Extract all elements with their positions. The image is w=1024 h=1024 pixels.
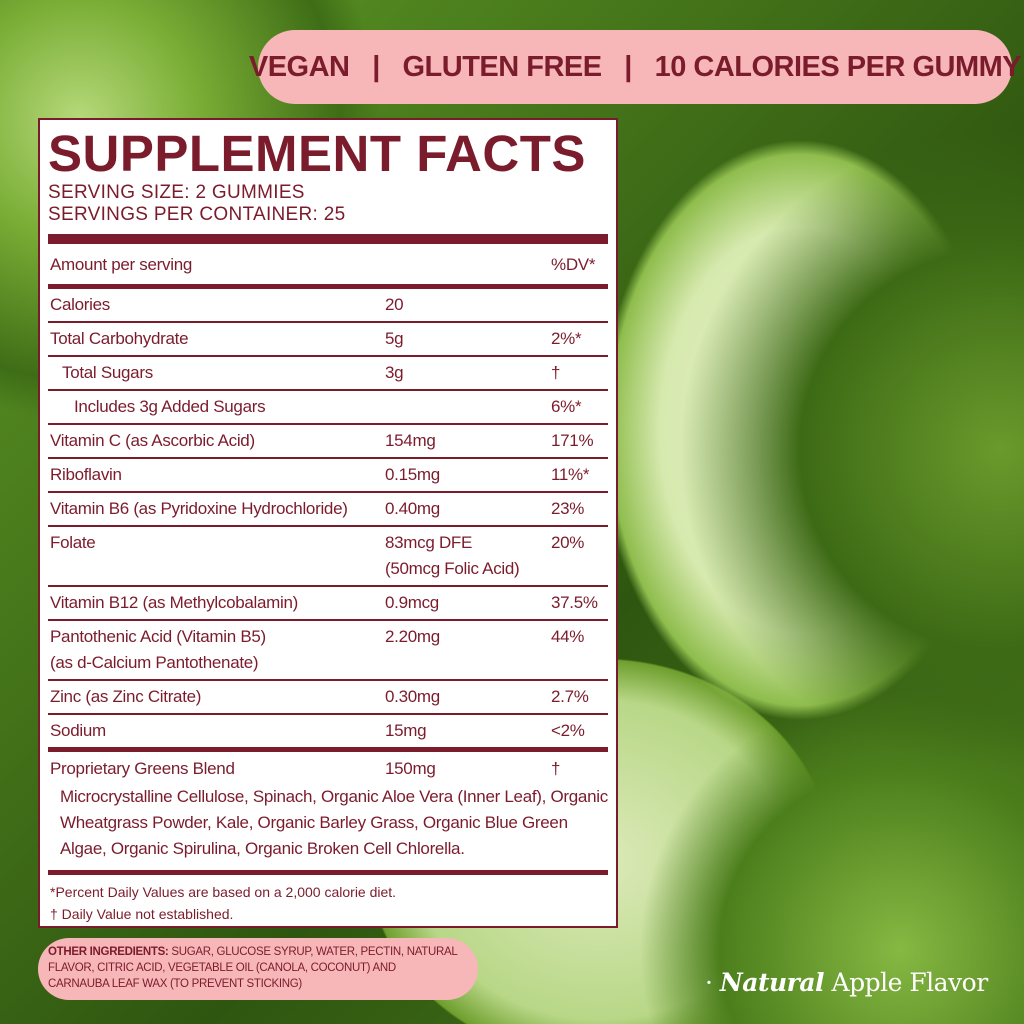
nutrient-row: Pantothenic Acid (Vitamin B5) (as d-Calc…	[48, 621, 608, 681]
footnote-dv: *Percent Daily Values are based on a 2,0…	[50, 884, 397, 900]
nutrient-amount: 0.15mg	[385, 465, 440, 484]
nutrient-dv: 6%*	[551, 397, 582, 416]
servings-per-container: SERVINGS PER CONTAINER: 25	[48, 204, 346, 225]
nutrient-amount: 154mg	[385, 431, 436, 450]
flavor-label: · Natural Apple Flavor	[705, 968, 988, 997]
supplement-facts-panel: SUPPLEMENT FACTS SERVING SIZE: 2 GUMMIES…	[38, 118, 618, 928]
nutrient-name: Zinc (as Zinc Citrate)	[50, 687, 202, 706]
blend-name: Proprietary Greens Blend	[50, 759, 235, 778]
dv-header: %DV*	[551, 255, 596, 274]
nutrient-amount: 2.20mg	[385, 627, 440, 646]
blend-amount: 150mg	[385, 759, 436, 778]
nutrient-row: Folate 83mcg DFE (50mcg Folic Acid) 20%	[48, 527, 608, 587]
nutrient-amount: 15mg	[385, 721, 427, 740]
bullet: ·	[705, 968, 713, 997]
nutrient-name: Includes 3g Added Sugars	[74, 397, 266, 416]
nutrient-dv: 11%*	[551, 465, 590, 484]
nutrient-amount: 20	[385, 295, 404, 314]
nutrient-name: Vitamin B12 (as Methylcobalamin)	[50, 593, 299, 612]
nutrient-amount	[385, 394, 551, 420]
blend-row: Proprietary Greens Blend 150mg †	[48, 752, 608, 782]
amount-per-serving-label: Amount per serving	[50, 255, 193, 274]
nutrient-name: Total Carbohydrate	[50, 329, 189, 348]
nutrient-row: Calories 20	[48, 289, 608, 323]
nutrient-row: Vitamin B6 (as Pyridoxine Hydrochloride)…	[48, 493, 608, 527]
footnote-dagger: † Daily Value not established.	[50, 906, 234, 922]
nutrient-amount: 0.30mg	[385, 687, 440, 706]
nutrient-dv: 2%*	[551, 329, 582, 348]
nutrient-amount: 0.9mcg	[385, 593, 439, 612]
other-ingredients-text: SUGAR, GLUCOSE SYRUP, WATER, PECTIN, NAT…	[48, 946, 458, 990]
serving-size: SERVING SIZE: 2 GUMMIES	[48, 182, 305, 203]
nutrient-row: Vitamin B12 (as Methylcobalamin) 0.9mcg 37…	[48, 587, 608, 621]
blend-ingredients: Microcrystalline Cellulose, Spinach, Org…	[60, 787, 608, 858]
nutrient-name: Calories	[50, 295, 110, 314]
table-header: Amount per serving %DV*	[48, 244, 608, 284]
nutrient-dv: <2%	[551, 721, 585, 740]
nutrient-dv	[551, 292, 608, 318]
separator: |	[372, 50, 380, 83]
claim-gluten-free: GLUTEN FREE	[402, 50, 602, 83]
nutrient-dv: 44%	[551, 627, 585, 646]
nutrient-row: Riboflavin 0.15mg 11%*	[48, 459, 608, 493]
nutrient-amount: 0.40mg	[385, 499, 440, 518]
claim-calories: 10 CALORIES PER GUMMY	[654, 50, 1022, 83]
nutrient-dv: 171%	[551, 431, 594, 450]
nutrient-dv: 37.5%	[551, 593, 598, 612]
nutrient-row: Total Carbohydrate 5g 2%*	[48, 323, 608, 357]
nutrient-amount: 5g	[385, 329, 404, 348]
separator: |	[624, 50, 632, 83]
other-ingredients: OTHER INGREDIENTS: SUGAR, GLUCOSE SYRUP,…	[38, 938, 478, 1000]
nutrient-name: Total Sugars	[62, 363, 153, 382]
nutrient-row: Vitamin C (as Ascorbic Acid) 154mg 171%	[48, 425, 608, 459]
nutrient-name: Vitamin C (as Ascorbic Acid)	[50, 431, 255, 450]
nutrient-row: Total Sugars 3g †	[48, 357, 608, 391]
flavor-text: Apple Flavor	[831, 968, 989, 997]
claim-vegan: VEGAN	[248, 50, 350, 83]
blend-dv: †	[551, 759, 561, 778]
nutrient-amount: 3g	[385, 363, 404, 382]
divider	[48, 747, 608, 752]
divider	[48, 234, 608, 244]
nutrient-amount: 83mcg DFE (50mcg Folic Acid)	[385, 533, 520, 578]
divider	[48, 284, 608, 289]
nutrient-name: Vitamin B6 (as Pyridoxine Hydrochloride)	[50, 499, 348, 518]
claims-banner: VEGAN | GLUTEN FREE | 10 CALORIES PER GU…	[249, 30, 1022, 104]
nutrient-rows: Calories 20 Total Carbohydrate 5g 2%* Total S…	[48, 289, 608, 747]
nutrient-name: Pantothenic Acid (Vitamin B5) (as d-Calc…	[50, 627, 266, 672]
facts-title: SUPPLEMENT FACTS	[48, 125, 586, 182]
nutrient-dv: 23%	[551, 499, 585, 518]
footnotes: *Percent Daily Values are based on a 2,0…	[48, 875, 608, 925]
nutrient-dv: 20%	[551, 533, 585, 552]
nutrient-row: Sodium 15mg <2%	[48, 715, 608, 747]
nutrient-name: Sodium	[50, 721, 106, 740]
nutrient-dv: †	[551, 363, 561, 382]
nutrient-dv: 2.7%	[551, 687, 589, 706]
other-ingredients-label: OTHER INGREDIENTS:	[48, 946, 169, 958]
nutrient-name: Riboflavin	[50, 465, 122, 484]
nutrient-row: Includes 3g Added Sugars 6%*	[48, 391, 608, 425]
nutrient-row: Zinc (as Zinc Citrate) 0.30mg 2.7%	[48, 681, 608, 715]
divider	[48, 870, 608, 875]
flavor-emphasis: Natural	[719, 968, 825, 997]
nutrient-name: Folate	[50, 533, 96, 552]
